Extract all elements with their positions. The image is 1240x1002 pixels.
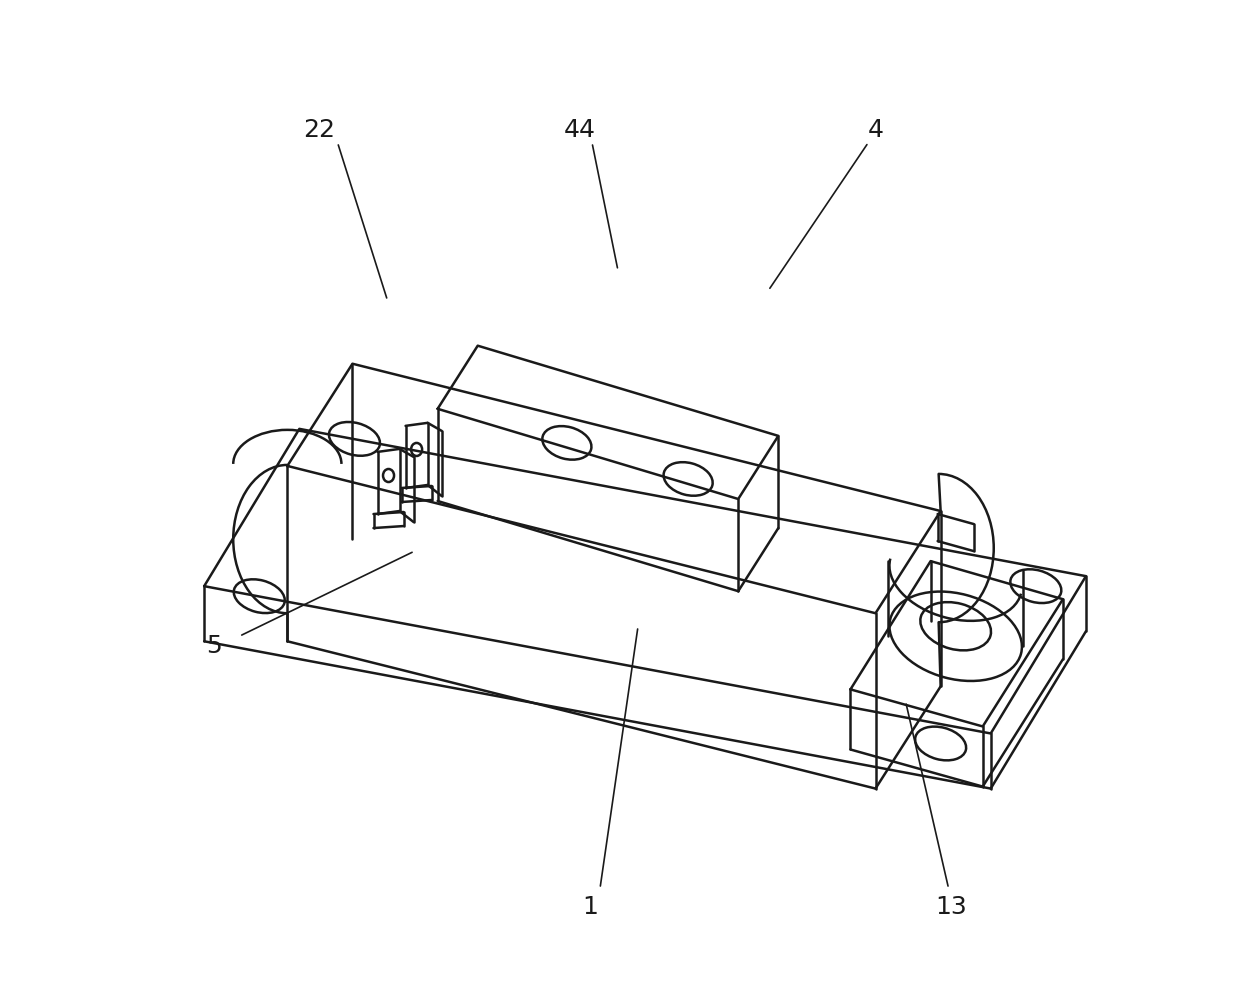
Text: 22: 22 bbox=[304, 118, 335, 142]
Text: 1: 1 bbox=[582, 895, 598, 919]
Text: 13: 13 bbox=[935, 895, 966, 919]
Text: 5: 5 bbox=[206, 634, 222, 658]
Text: 44: 44 bbox=[564, 118, 596, 142]
Text: 4: 4 bbox=[868, 118, 884, 142]
